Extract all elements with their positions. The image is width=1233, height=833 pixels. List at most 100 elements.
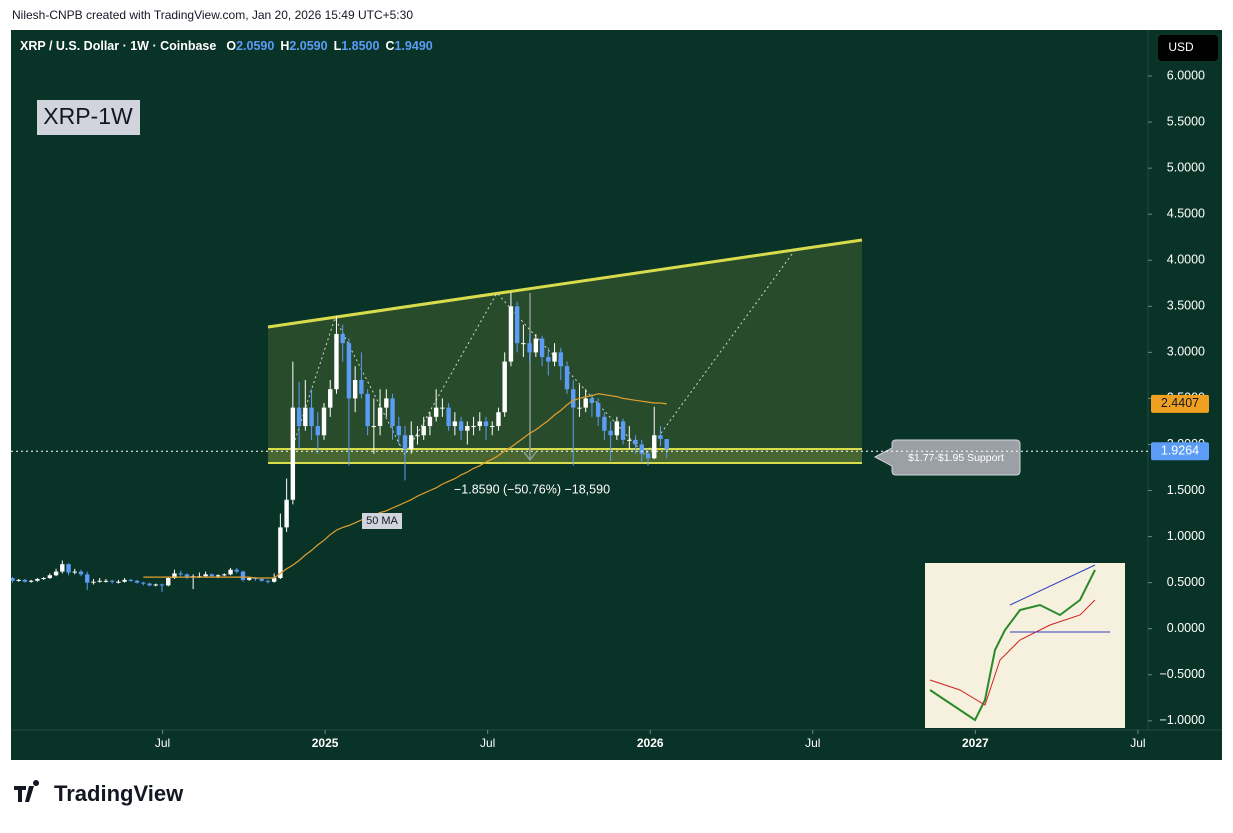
x-tick-label: 2025 bbox=[312, 736, 339, 750]
separator: · bbox=[149, 39, 160, 53]
candle-body bbox=[334, 333, 339, 390]
candle-body bbox=[446, 407, 451, 427]
candle-body bbox=[203, 574, 208, 577]
candle-body bbox=[602, 416, 607, 431]
candle-body bbox=[539, 338, 545, 357]
candle-body bbox=[22, 579, 28, 582]
ohlc-value: 2.0590 bbox=[236, 39, 274, 53]
candle-body bbox=[259, 578, 264, 581]
candle-body bbox=[303, 407, 308, 427]
candle-body bbox=[552, 352, 557, 362]
currency-button[interactable] bbox=[1158, 35, 1218, 61]
ohlc-key: C bbox=[385, 39, 394, 53]
candle-body bbox=[465, 426, 470, 431]
candle-body bbox=[265, 580, 271, 582]
currency[interactable]: USD bbox=[1168, 40, 1194, 54]
logo-mark bbox=[14, 780, 40, 802]
candle-body bbox=[458, 421, 464, 431]
ohlc-key: H bbox=[280, 39, 289, 53]
candle-body bbox=[502, 361, 507, 413]
ohlc-key: O bbox=[226, 39, 236, 53]
y-tick-label: 4.5000 bbox=[1167, 207, 1205, 221]
drawings bbox=[267, 238, 863, 464]
candle-body bbox=[577, 407, 582, 409]
candle-body bbox=[477, 421, 482, 427]
candle-body bbox=[134, 580, 140, 583]
candle-body bbox=[546, 356, 551, 362]
candle-body bbox=[85, 574, 90, 583]
candle-body bbox=[184, 574, 190, 578]
candle-body bbox=[415, 435, 420, 437]
candle-body bbox=[141, 582, 146, 584]
candle-body bbox=[340, 333, 345, 344]
y-tick-label: 5.5000 bbox=[1167, 114, 1205, 128]
candle-body bbox=[359, 380, 364, 394]
candle-body bbox=[28, 580, 34, 582]
candle-body bbox=[409, 435, 414, 450]
moving-average bbox=[143, 393, 667, 579]
candle-body bbox=[658, 435, 663, 439]
measure-label: −1.8590 (−50.76%) −18,590 bbox=[454, 482, 610, 496]
candle-body bbox=[620, 421, 626, 440]
candle-body bbox=[352, 380, 358, 399]
candle-body bbox=[639, 444, 644, 454]
candle-body bbox=[490, 426, 495, 428]
candle-body bbox=[78, 571, 84, 575]
y-tick-label: 0.0000 bbox=[1167, 621, 1205, 635]
inset-background bbox=[925, 563, 1125, 728]
candle-body bbox=[346, 343, 352, 399]
ma-price-label: 2.4407 bbox=[1161, 396, 1199, 410]
candle-body bbox=[558, 352, 563, 367]
candle-body bbox=[228, 569, 233, 575]
y-tick-label: 4.0000 bbox=[1167, 253, 1205, 267]
resistance-trendline bbox=[267, 238, 863, 329]
candle-body bbox=[508, 306, 514, 362]
inset-image bbox=[925, 563, 1125, 728]
candle-body bbox=[166, 578, 171, 586]
candle-body bbox=[290, 407, 296, 500]
candle-body bbox=[589, 398, 595, 404]
legend-header: XRP / U.S. Dollar · 1W · Coinbase O2.0590… bbox=[20, 39, 433, 53]
candle-body bbox=[402, 435, 408, 450]
badge-box bbox=[37, 100, 140, 135]
candle-body bbox=[514, 306, 520, 344]
y-tick-label: 1.0000 bbox=[1167, 529, 1205, 543]
support-callout bbox=[873, 439, 1021, 476]
candle-body bbox=[53, 571, 59, 576]
ohlc: O2.0590 H2.0590 L1.8500 C1.9490 bbox=[226, 39, 432, 53]
symbol-line: XRP / U.S. Dollar · 1W · Coinbase O2.0590… bbox=[20, 39, 433, 53]
candle-body bbox=[315, 426, 320, 436]
candle-body bbox=[471, 426, 476, 428]
candle-body bbox=[172, 573, 177, 579]
inset-trendline bbox=[1009, 564, 1096, 606]
ohlc-value: 2.0590 bbox=[289, 39, 327, 53]
y-tick-label: −0.5000 bbox=[1159, 667, 1205, 681]
candle-body bbox=[396, 426, 401, 436]
candle-body bbox=[41, 578, 46, 580]
candle-body bbox=[16, 579, 21, 581]
candle-body bbox=[645, 453, 651, 459]
candle-body bbox=[652, 435, 657, 459]
ohlc-value: 1.9490 bbox=[394, 39, 432, 53]
last-price-tag bbox=[1151, 442, 1209, 461]
candle-body bbox=[483, 421, 489, 427]
plot bbox=[11, 292, 669, 592]
candle-body bbox=[128, 579, 134, 581]
candle-body bbox=[209, 574, 215, 577]
candle-body bbox=[222, 574, 227, 576]
candle-body bbox=[284, 499, 289, 528]
candle-body bbox=[452, 421, 458, 427]
candle-body bbox=[608, 430, 613, 436]
candle-body bbox=[421, 426, 426, 436]
y-tick-label: −1.0000 bbox=[1159, 713, 1205, 727]
support-label: $1.77-$1.95 Support bbox=[908, 452, 1004, 464]
candle-body bbox=[527, 343, 532, 353]
candle-body bbox=[215, 575, 221, 577]
badge: XRP-1W bbox=[43, 103, 133, 129]
x-tick-label: 2026 bbox=[637, 736, 664, 750]
support-zone bbox=[268, 449, 862, 463]
y-tick-label: 1.5000 bbox=[1167, 483, 1205, 497]
candle-body bbox=[427, 416, 433, 427]
candle-body bbox=[178, 573, 183, 575]
